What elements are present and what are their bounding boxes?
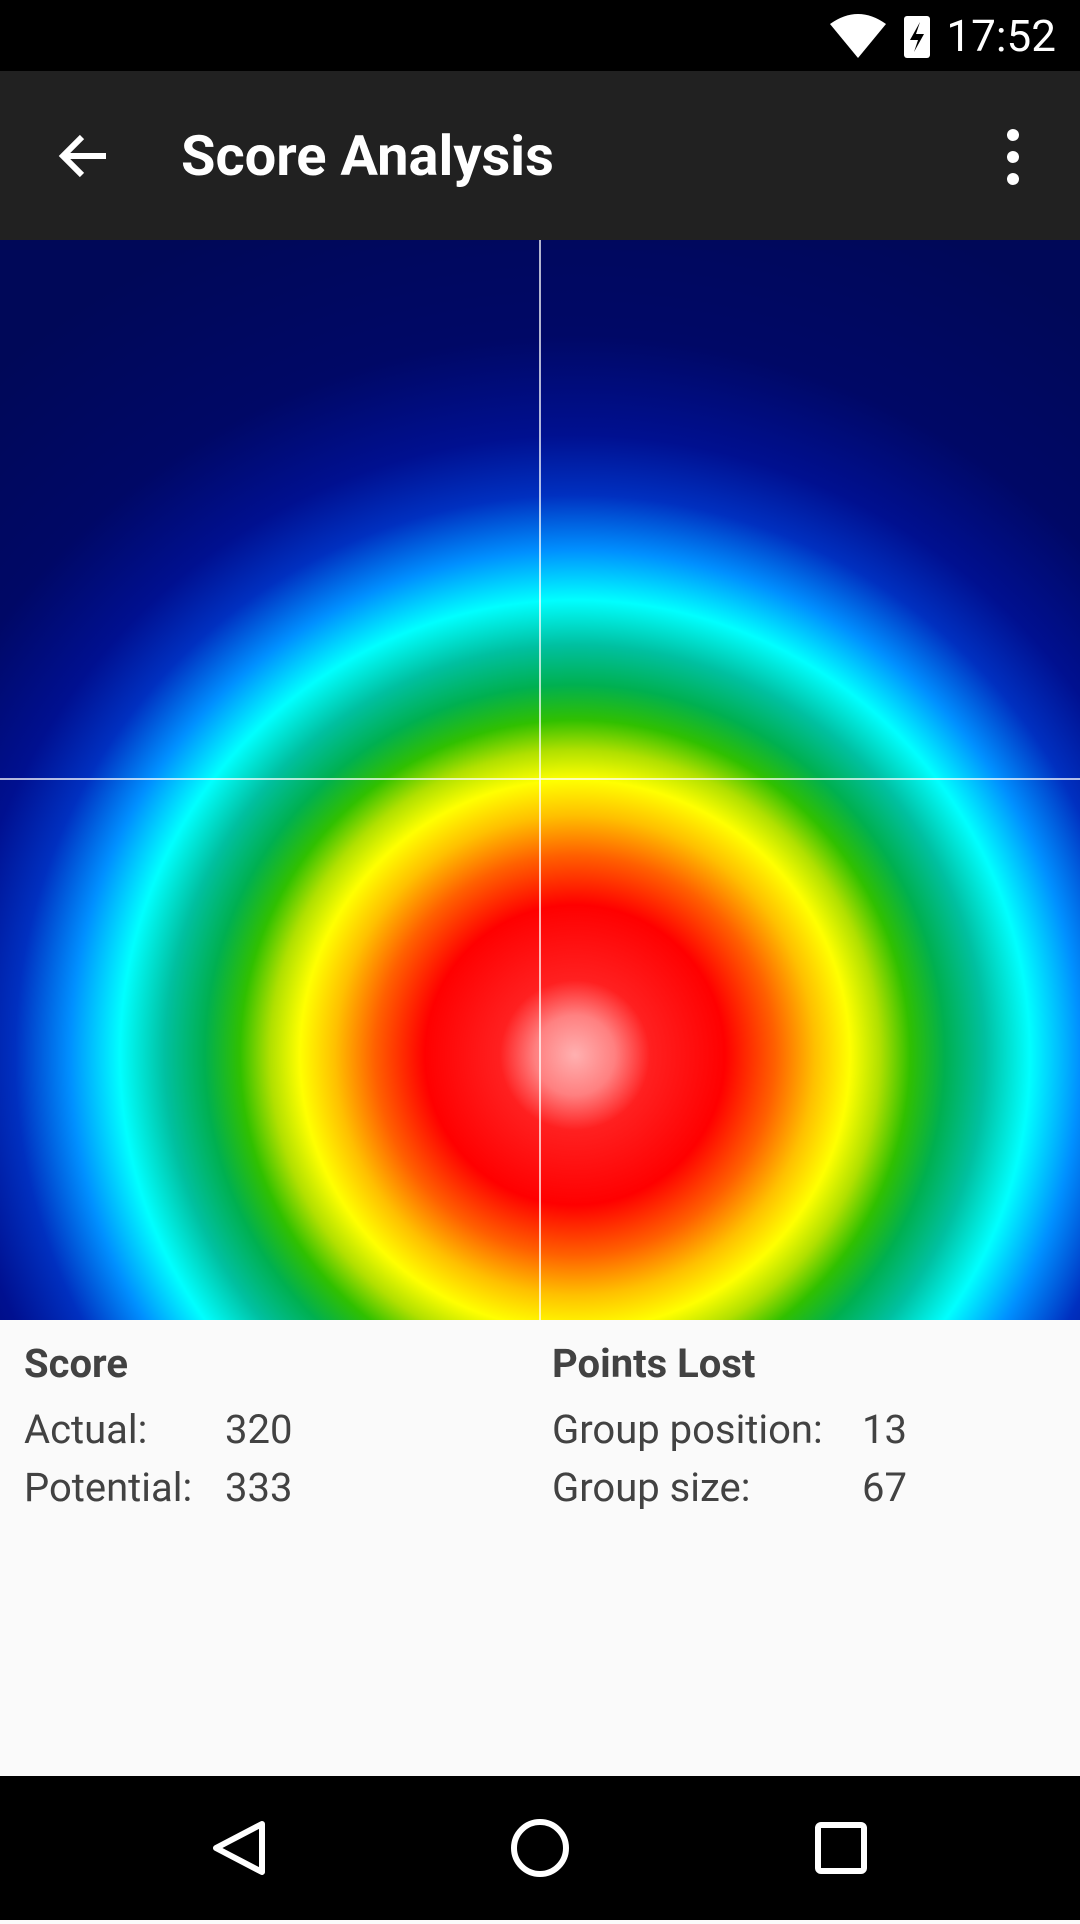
label: Group size: (552, 1464, 751, 1511)
value: 67 (862, 1464, 907, 1511)
status-icons (830, 14, 930, 58)
crosshair-horizontal (0, 778, 1080, 780)
back-nav[interactable] (213, 1821, 265, 1875)
label: Potential: (24, 1464, 193, 1511)
home-nav[interactable] (511, 1819, 569, 1877)
points-row: Group position: 13 (552, 1406, 1052, 1464)
score-row: Actual: 320 (24, 1406, 524, 1464)
label: Actual: (24, 1406, 148, 1453)
app-bar: Score Analysis (0, 71, 1080, 240)
nav-icons (213, 1819, 867, 1877)
points-row: Group size: 67 (552, 1464, 1052, 1522)
title: Score Analysis (181, 123, 554, 189)
value: 320 (225, 1406, 293, 1453)
back-button[interactable] (56, 129, 110, 183)
info-panel: Score Actual: 320 Potential: 333 Points Lo… (0, 1320, 1080, 1776)
section-title: Points Lost (552, 1340, 756, 1387)
overflow-menu[interactable] (998, 127, 1028, 187)
status-bar: 17:52 (0, 0, 1080, 71)
value: 13 (862, 1406, 907, 1453)
clock: 17:52 (946, 10, 1056, 62)
score-section: Score Actual: 320 Potential: 333 (24, 1340, 524, 1522)
recents-nav[interactable] (815, 1822, 867, 1874)
navigation-bar (0, 1776, 1080, 1920)
value: 333 (225, 1464, 293, 1511)
points-lost-section: Points Lost Group position: 13 Group size… (552, 1340, 1052, 1522)
section-title: Score (24, 1340, 128, 1387)
crosshair-vertical (539, 240, 541, 1320)
label: Group position: (552, 1406, 823, 1453)
score-row: Potential: 333 (24, 1464, 524, 1522)
